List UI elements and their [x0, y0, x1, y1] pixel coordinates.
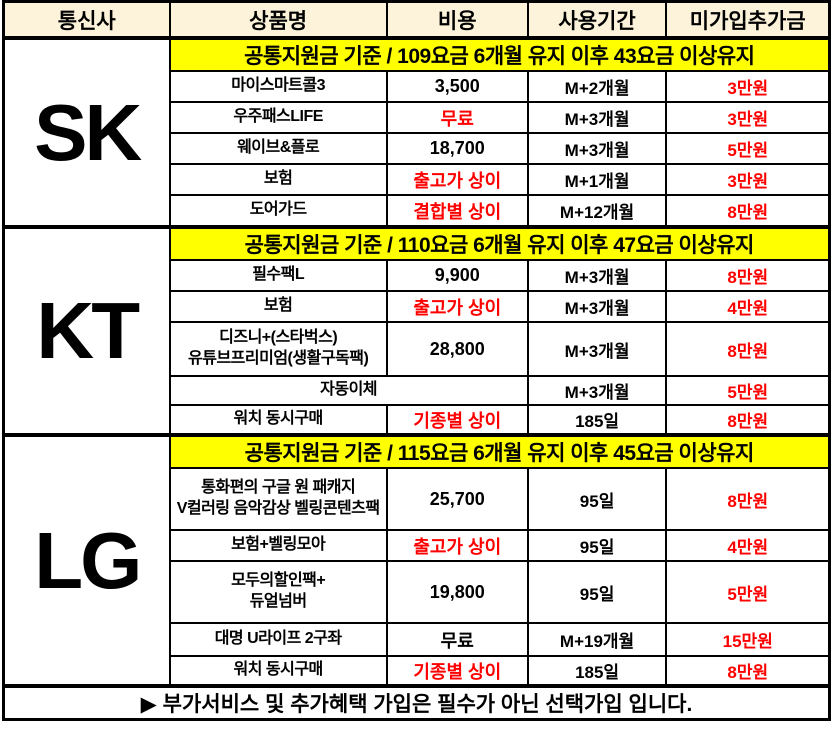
table-row: 자동이체 M+3개월 5만원	[4, 375, 831, 406]
product-name-cell: 필수팩L	[168, 259, 388, 292]
product-name-cell: 보험	[168, 163, 388, 196]
product-name-cell: 워치 동시구매	[168, 655, 388, 687]
period-cell: M+3개월	[526, 375, 668, 406]
table-row: 워치 동시구매 기종별 상이 185일 8만원	[4, 655, 831, 687]
period-cell: M+3개월	[526, 132, 668, 165]
product-name-cell: 디즈니+(스타벅스) 유튜브프리미엄(생활구독팩)	[168, 321, 388, 377]
lg-banner-row: LG 공통지원금 기준 / 115요금 6개월 유지 이후 45요금 이상유지	[2, 433, 831, 687]
fee-cell: 8만원	[665, 194, 831, 228]
table-row: 워치 동시구매 기종별 상이 185일 8만원	[4, 404, 831, 436]
period-cell: M+3개월	[526, 259, 668, 292]
cost-cell: 9,900	[385, 259, 529, 292]
period-cell: 185일	[526, 655, 668, 687]
fee-cell: 8만원	[665, 321, 831, 377]
cost-cell: 출고가 상이	[385, 290, 529, 323]
period-cell: 95일	[526, 467, 668, 531]
table-row: 보험 출고가 상이 M+1개월 3만원	[4, 163, 831, 196]
product-name-cell: 보험+벨링모아	[168, 529, 388, 562]
cost-cell: 출고가 상이	[385, 529, 529, 562]
fee-cell: 8만원	[665, 259, 831, 292]
cost-cell: 18,700	[385, 132, 529, 165]
product-name-cell: 자동이체	[168, 375, 529, 406]
period-cell: M+3개월	[526, 101, 668, 134]
cost-cell: 기종별 상이	[385, 655, 529, 687]
carrier-lg-label: LG	[2, 433, 171, 687]
period-cell: 185일	[526, 404, 668, 436]
table-header-row: 통신사 상품명 비용 사용기간 미가입추가금	[2, 0, 831, 40]
product-name-cell: 워치 동시구매	[168, 404, 388, 436]
table-row: 모두의할인팩+ 듀얼넘버 19,800 95일 5만원	[4, 560, 831, 624]
period-cell: M+3개월	[526, 321, 668, 377]
period-cell: M+19개월	[526, 622, 668, 657]
product-name-cell: 대명 U라이프 2구좌	[168, 622, 388, 657]
period-cell: 95일	[526, 560, 668, 624]
period-cell: M+3개월	[526, 290, 668, 323]
cost-cell: 무료	[385, 101, 529, 134]
product-name-cell: 마이스마트콜3	[168, 70, 388, 103]
table-row: 웨이브&플로 18,700 M+3개월 5만원	[4, 132, 831, 165]
table-row: 디즈니+(스타벅스) 유튜브프리미엄(생활구독팩) 28,800 M+3개월 8…	[4, 321, 831, 377]
fee-cell: 4만원	[665, 290, 831, 323]
carrier-kt-label: KT	[2, 225, 171, 436]
cost-cell: 28,800	[385, 321, 529, 377]
period-cell: M+12개월	[526, 194, 668, 228]
table-row: 보험 출고가 상이 M+3개월 4만원	[4, 290, 831, 323]
product-name-cell: 보험	[168, 290, 388, 323]
table-row: 도어가드 결합별 상이 M+12개월 8만원	[4, 194, 831, 228]
table-row: 대명 U라이프 2구좌 무료 M+19개월 15만원	[4, 622, 831, 657]
fee-cell: 8만원	[665, 655, 831, 687]
kt-condition-banner: 공통지원금 기준 / 110요금 6개월 유지 이후 47요금 이상유지	[168, 225, 831, 261]
col-header-period: 사용기간	[526, 0, 668, 40]
fee-cell: 3만원	[665, 101, 831, 134]
col-header-product: 상품명	[168, 0, 388, 40]
table-row: 필수팩L 9,900 M+3개월 8만원	[4, 259, 831, 292]
product-name-cell: 모두의할인팩+ 듀얼넘버	[168, 560, 388, 624]
cost-cell: 출고가 상이	[385, 163, 529, 196]
fee-cell: 8만원	[665, 404, 831, 436]
product-name-cell: 도어가드	[168, 194, 388, 228]
footer-note: ▶ 부가서비스 및 추가혜택 가입은 필수가 아닌 선택가입 입니다.	[2, 684, 831, 721]
period-cell: 95일	[526, 529, 668, 562]
period-cell: M+1개월	[526, 163, 668, 196]
table-row: 마이스마트콜3 3,500 M+2개월 3만원	[4, 70, 831, 103]
fee-cell: 3만원	[665, 163, 831, 196]
cost-cell: 무료	[385, 622, 529, 657]
fee-cell: 5만원	[665, 375, 831, 406]
col-header-extra-fee: 미가입추가금	[665, 0, 831, 40]
product-name-cell: 웨이브&플로	[168, 132, 388, 165]
sk-condition-banner: 공통지원금 기준 / 109요금 6개월 유지 이후 43요금 이상유지	[168, 37, 831, 72]
col-header-cost: 비용	[385, 0, 529, 40]
cost-cell: 3,500	[385, 70, 529, 103]
cost-cell: 기종별 상이	[385, 404, 529, 436]
table-row: 우주패스LIFE 무료 M+3개월 3만원	[4, 101, 831, 134]
sk-banner-row: SK 공통지원금 기준 / 109요금 6개월 유지 이후 43요금 이상유지	[2, 37, 831, 228]
lg-condition-banner: 공통지원금 기준 / 115요금 6개월 유지 이후 45요금 이상유지	[168, 433, 831, 469]
telecom-plans-table: 통신사 상품명 비용 사용기간 미가입추가금 SK 공통지원금 기준 / 109…	[2, 0, 831, 721]
period-cell: M+2개월	[526, 70, 668, 103]
cost-cell: 19,800	[385, 560, 529, 624]
fee-cell: 3만원	[665, 70, 831, 103]
table-row: 보험+벨링모아 출고가 상이 95일 4만원	[4, 529, 831, 562]
fee-cell: 5만원	[665, 132, 831, 165]
cost-cell: 25,700	[385, 467, 529, 531]
table-row: 통화편의 구글 원 패캐지 V컬러링 음악감상 벨링콘텐츠팩 25,700 95…	[4, 467, 831, 531]
footer-row: ▶ 부가서비스 및 추가혜택 가입은 필수가 아닌 선택가입 입니다.	[2, 684, 831, 721]
col-header-carrier: 통신사	[2, 0, 171, 40]
kt-banner-row: KT 공통지원금 기준 / 110요금 6개월 유지 이후 47요금 이상유지	[2, 225, 831, 436]
cost-cell: 결합별 상이	[385, 194, 529, 228]
product-name-cell: 통화편의 구글 원 패캐지 V컬러링 음악감상 벨링콘텐츠팩	[168, 467, 388, 531]
fee-cell: 8만원	[665, 467, 831, 531]
fee-cell: 15만원	[665, 622, 831, 657]
fee-cell: 5만원	[665, 560, 831, 624]
fee-cell: 4만원	[665, 529, 831, 562]
carrier-sk-label: SK	[2, 37, 171, 228]
product-name-cell: 우주패스LIFE	[168, 101, 388, 134]
